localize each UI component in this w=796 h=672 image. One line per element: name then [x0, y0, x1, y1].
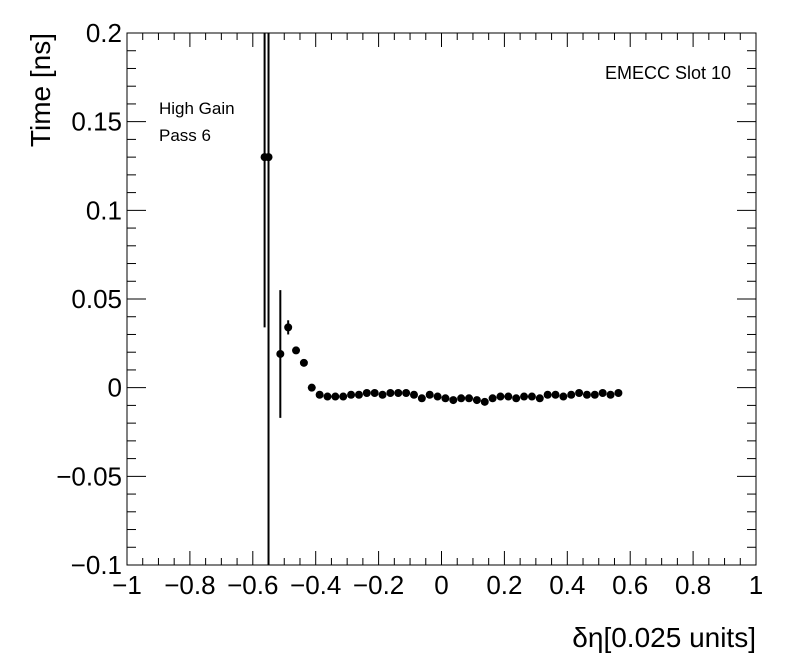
data-point — [575, 388, 584, 397]
data-point — [582, 390, 591, 399]
x-tick-label: 0.6 — [612, 570, 648, 600]
y-tick-label: 0.1 — [86, 195, 122, 225]
data-point — [386, 388, 395, 397]
annotation-high-gain: High Gain — [159, 99, 235, 118]
data-point — [370, 388, 379, 397]
y-tick-label: 0.05 — [71, 284, 122, 314]
x-tick-label: −0.2 — [353, 570, 404, 600]
x-tick-label: 0.2 — [486, 570, 522, 600]
data-point — [299, 358, 308, 367]
data-point — [433, 392, 442, 401]
data-point — [402, 388, 411, 397]
data-point — [417, 394, 426, 403]
x-tick-label: −1 — [112, 570, 142, 600]
data-point — [394, 388, 403, 397]
data-point — [465, 394, 474, 403]
y-tick-label: 0.15 — [71, 107, 122, 137]
data-point — [472, 396, 481, 405]
x-tick-label: −0.8 — [164, 570, 215, 600]
annotation-pass: Pass 6 — [159, 126, 211, 145]
data-point — [315, 390, 324, 399]
data-point — [606, 390, 615, 399]
x-axis-title: δη[0.025 units] — [572, 622, 756, 653]
data-point — [378, 390, 387, 399]
data-point — [292, 346, 301, 355]
data-point — [323, 392, 332, 401]
x-tick-label: −0.6 — [227, 570, 278, 600]
data-point — [331, 392, 340, 401]
data-point — [527, 392, 536, 401]
data-point — [480, 397, 489, 406]
data-point — [567, 390, 576, 399]
data-point — [276, 349, 285, 358]
x-tick-label: 0.4 — [549, 570, 585, 600]
data-point — [441, 394, 450, 403]
x-tick-label: 1 — [749, 570, 763, 600]
annotation-slot: EMECC Slot 10 — [605, 63, 731, 83]
data-point — [347, 390, 356, 399]
data-point — [284, 323, 293, 332]
y-axis-title: Time [ns] — [25, 33, 56, 147]
data-point — [512, 394, 521, 403]
data-point — [520, 392, 529, 401]
data-point — [598, 388, 607, 397]
data-point — [307, 383, 316, 392]
data-point — [496, 392, 505, 401]
data-point — [504, 392, 513, 401]
y-tick-label: 0 — [108, 373, 122, 403]
y-tick-label: 0.2 — [86, 18, 122, 48]
data-point — [488, 394, 497, 403]
data-point — [551, 390, 560, 399]
y-tick-label: −0.1 — [71, 550, 122, 580]
x-tick-label: −0.4 — [290, 570, 341, 600]
points-layer — [260, 33, 623, 565]
data-point — [543, 390, 552, 399]
data-point — [409, 390, 418, 399]
data-point — [362, 388, 371, 397]
data-point — [559, 392, 568, 401]
x-tick-label: 0 — [434, 570, 448, 600]
data-point — [425, 390, 434, 399]
data-point — [457, 394, 466, 403]
data-point — [590, 390, 599, 399]
data-point — [339, 392, 348, 401]
data-point — [614, 388, 623, 397]
y-tick-label: −0.05 — [56, 461, 122, 491]
data-point — [354, 390, 363, 399]
data-point — [449, 396, 458, 405]
data-point — [535, 394, 544, 403]
data-point — [264, 153, 273, 162]
ticks-layer: −1 −0.8 −0.6 −0.4 −0.2 0 0.2 0.4 0.6 0.8 1 −0.1 −0.0… — [56, 18, 763, 600]
x-tick-label: 0.8 — [675, 570, 711, 600]
